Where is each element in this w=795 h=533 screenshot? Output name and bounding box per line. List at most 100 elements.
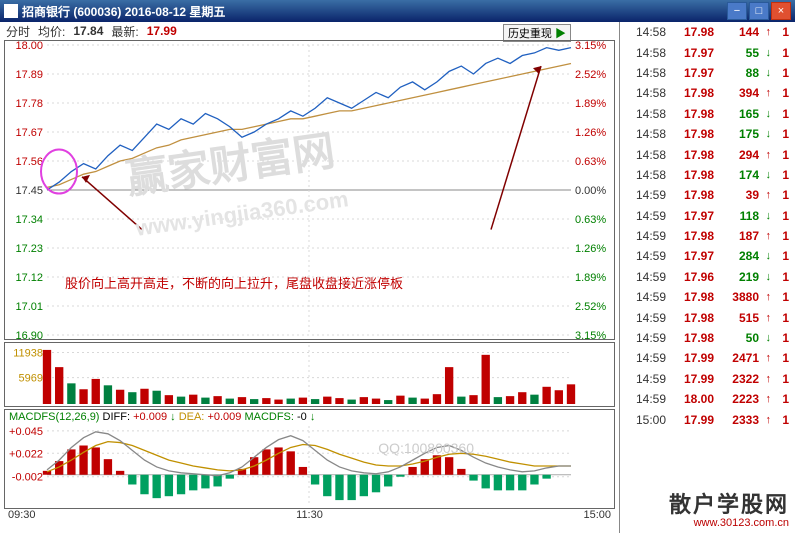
svg-text:17.01: 17.01 bbox=[15, 301, 43, 313]
trade-time: 14:58 bbox=[624, 66, 666, 80]
trade-price: 17.99 bbox=[666, 372, 714, 386]
macd-title: MACDFS(12,26,9) bbox=[9, 411, 99, 423]
trade-arrow-icon: ↑ bbox=[759, 189, 771, 201]
trade-row: 14:5917.97284↓1 bbox=[620, 246, 795, 266]
qq-watermark: QQ:100800360 bbox=[378, 440, 474, 456]
trade-flag: 1 bbox=[771, 46, 789, 60]
trade-volume: 165 bbox=[714, 107, 759, 121]
trade-price: 17.98 bbox=[666, 25, 714, 39]
main-area: 分时 均价: 17.84 最新: 17.99 历史重现 ▶ 18.003.15%… bbox=[0, 22, 795, 533]
trade-time: 14:58 bbox=[624, 107, 666, 121]
trade-time: 14:59 bbox=[624, 209, 666, 223]
trade-volume: 144 bbox=[714, 25, 759, 39]
logo-url: www.30123.com.cn bbox=[669, 517, 789, 529]
trade-row: 14:5917.983880↑1 bbox=[620, 287, 795, 307]
trade-volume: 174 bbox=[714, 168, 759, 182]
trade-volume: 294 bbox=[714, 148, 759, 162]
svg-text:+0.022: +0.022 bbox=[9, 448, 43, 460]
svg-text:17.78: 17.78 bbox=[15, 98, 43, 110]
trade-time: 14:58 bbox=[624, 46, 666, 60]
trade-price: 17.98 bbox=[666, 168, 714, 182]
trade-price: 17.96 bbox=[666, 270, 714, 284]
trade-arrow-icon: ↑ bbox=[759, 352, 771, 364]
trade-row: 14:5918.002223↑1 bbox=[620, 389, 795, 409]
trade-row: 14:5817.98174↓1 bbox=[620, 165, 795, 185]
macd-arrow-icon: ↓ bbox=[310, 411, 316, 423]
price-panel: 18.003.15%17.892.52%17.781.89%17.671.26%… bbox=[4, 40, 615, 340]
xaxis-label: 11:30 bbox=[296, 509, 323, 525]
diff-arrow-icon: ↓ bbox=[170, 411, 176, 423]
trade-time: 14:58 bbox=[624, 127, 666, 141]
trade-time: 14:59 bbox=[624, 311, 666, 325]
x-axis: 09:30 11:30 15:00 bbox=[0, 509, 619, 525]
trade-row: 15:0017.992333↑1 bbox=[620, 409, 795, 429]
trade-price: 17.97 bbox=[666, 249, 714, 263]
latest-value: 17.99 bbox=[147, 24, 177, 38]
replay-label: 历史重现 bbox=[508, 28, 552, 40]
trade-row: 14:5917.96219↓1 bbox=[620, 267, 795, 287]
trade-row: 14:5917.992322↑1 bbox=[620, 369, 795, 389]
trade-row: 14:5817.98144↑1 bbox=[620, 22, 795, 42]
trade-volume: 3880 bbox=[714, 290, 759, 304]
xaxis-label: 09:30 bbox=[8, 509, 36, 525]
trade-flag: 1 bbox=[771, 188, 789, 202]
svg-text:-0.002: -0.002 bbox=[12, 472, 43, 484]
close-button[interactable]: × bbox=[771, 2, 791, 20]
volume-panel: 119385969 bbox=[4, 342, 615, 407]
trade-flag: 1 bbox=[771, 249, 789, 263]
svg-text:1.26%: 1.26% bbox=[575, 127, 606, 139]
trade-arrow-icon: ↓ bbox=[759, 250, 771, 262]
chart-column: 分时 均价: 17.84 最新: 17.99 历史重现 ▶ 18.003.15%… bbox=[0, 22, 620, 533]
dea-label: DEA: bbox=[179, 411, 205, 423]
trade-price: 17.98 bbox=[666, 229, 714, 243]
trade-time: 14:59 bbox=[624, 372, 666, 386]
trade-arrow-icon: ↓ bbox=[759, 210, 771, 222]
svg-text:2.52%: 2.52% bbox=[575, 301, 606, 313]
macd-panel: MACDFS(12,26,9) DIFF: +0.009 ↓ DEA: +0.0… bbox=[4, 409, 615, 509]
diff-label: DIFF: bbox=[103, 411, 131, 423]
trade-row: 14:5917.97118↓1 bbox=[620, 206, 795, 226]
svg-text:17.34: 17.34 bbox=[15, 214, 43, 226]
trade-time: 14:58 bbox=[624, 148, 666, 162]
trade-price: 17.98 bbox=[666, 107, 714, 121]
trade-flag: 1 bbox=[771, 331, 789, 345]
svg-text:1.89%: 1.89% bbox=[575, 98, 606, 110]
trade-row: 14:5817.9755↓1 bbox=[620, 42, 795, 62]
trade-row: 14:5917.992471↑1 bbox=[620, 348, 795, 368]
svg-text:0.00%: 0.00% bbox=[575, 185, 606, 197]
trade-flag: 1 bbox=[771, 290, 789, 304]
xaxis-label: 15:00 bbox=[583, 509, 611, 525]
play-icon: ▶ bbox=[555, 28, 566, 40]
trade-price: 17.98 bbox=[666, 86, 714, 100]
trade-volume: 2333 bbox=[714, 413, 759, 427]
trade-time: 14:59 bbox=[624, 188, 666, 202]
svg-text:17.23: 17.23 bbox=[15, 243, 43, 255]
trade-row: 14:5817.9788↓1 bbox=[620, 63, 795, 83]
trade-arrow-icon: ↓ bbox=[759, 67, 771, 79]
trade-flag: 1 bbox=[771, 351, 789, 365]
latest-label: 最新: bbox=[111, 23, 138, 40]
trade-flag: 1 bbox=[771, 168, 789, 182]
svg-text:1.89%: 1.89% bbox=[575, 272, 606, 284]
trade-row: 14:5817.98294↑1 bbox=[620, 144, 795, 164]
maximize-button[interactable]: □ bbox=[749, 2, 769, 20]
trade-flag: 1 bbox=[771, 209, 789, 223]
trade-time: 14:59 bbox=[624, 270, 666, 284]
svg-text:3.15%: 3.15% bbox=[575, 41, 606, 52]
svg-text:5969: 5969 bbox=[19, 373, 43, 385]
avg-value: 17.84 bbox=[73, 24, 103, 38]
trade-arrow-icon: ↑ bbox=[759, 373, 771, 385]
svg-text:17.67: 17.67 bbox=[15, 127, 43, 139]
window-title: 招商银行 (600036) 2016-08-12 星期五 bbox=[22, 3, 727, 20]
logo-text: 散户学股网 bbox=[669, 493, 789, 517]
trade-volume: 55 bbox=[714, 46, 759, 60]
trade-volume: 515 bbox=[714, 311, 759, 325]
trade-price: 17.98 bbox=[666, 148, 714, 162]
window-titlebar: 招商银行 (600036) 2016-08-12 星期五 − □ × bbox=[0, 0, 795, 22]
trade-time: 14:58 bbox=[624, 168, 666, 182]
svg-text:2.52%: 2.52% bbox=[575, 69, 606, 81]
app-icon bbox=[4, 4, 18, 18]
macd-chart-svg: +0.045+0.022-0.002 bbox=[5, 410, 613, 508]
trade-flag: 1 bbox=[771, 413, 789, 427]
minimize-button[interactable]: − bbox=[727, 2, 747, 20]
